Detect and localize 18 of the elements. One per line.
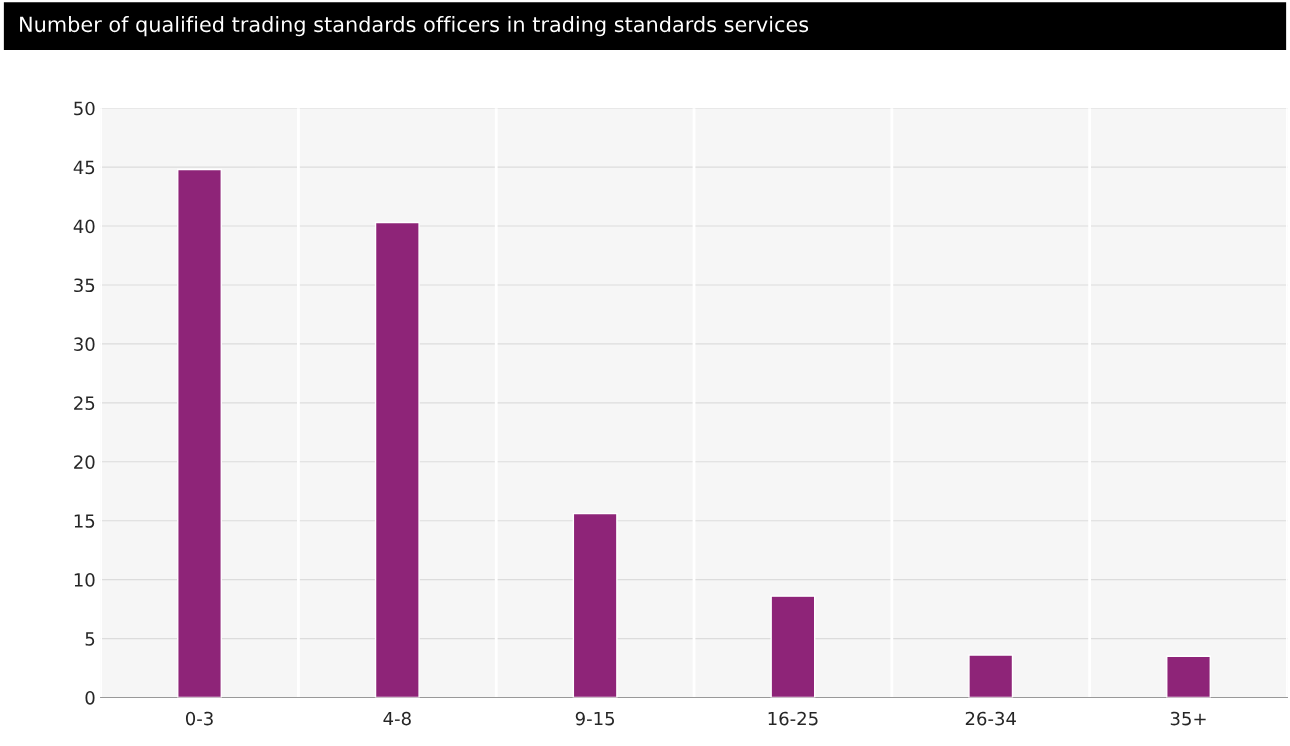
chart-title: Number of qualified trading standards officers in trading standards services xyxy=(20,16,809,37)
y-tick-label: 40 xyxy=(73,219,95,234)
y-tick-label: 20 xyxy=(74,455,95,469)
x-tick-label: 26-34 xyxy=(965,711,1016,726)
y-tick-label: 45 xyxy=(73,160,95,175)
y-tick-label: 10 xyxy=(74,573,95,587)
x-tick-label: 0-3 xyxy=(185,711,213,726)
x-tick-label: 4-8 xyxy=(383,711,411,726)
y-tick-label: 5 xyxy=(85,632,95,646)
y-tick-label: 30 xyxy=(74,337,95,352)
x-tick-label: 9-15 xyxy=(575,711,615,726)
y-tick-label: 15 xyxy=(74,514,95,528)
y-tick-label: 35 xyxy=(74,278,95,293)
x-tick-label: 35+ xyxy=(1170,711,1206,726)
x-tick-label: 16-25 xyxy=(768,711,818,726)
y-tick-label: 50 xyxy=(74,101,95,116)
y-tick-label: 0 xyxy=(85,690,95,705)
y-tick-label: 25 xyxy=(74,396,95,410)
